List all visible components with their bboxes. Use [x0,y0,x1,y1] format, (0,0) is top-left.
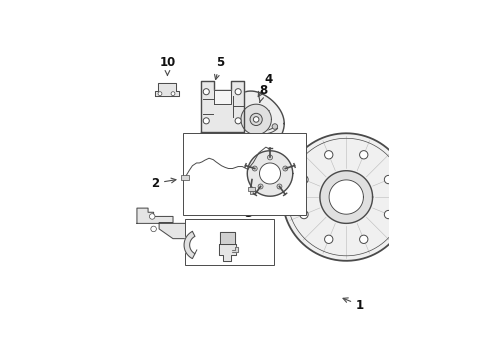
Circle shape [282,166,287,171]
Text: 4: 4 [258,73,272,96]
Circle shape [276,184,282,189]
Circle shape [384,175,392,184]
Text: 6: 6 [193,228,213,241]
Text: 10: 10 [159,56,175,75]
Text: 7: 7 [188,246,202,259]
Circle shape [150,226,156,232]
Bar [181,175,189,180]
Polygon shape [282,133,409,261]
Circle shape [299,175,307,184]
Polygon shape [241,104,271,135]
Polygon shape [247,151,292,196]
Polygon shape [220,232,234,244]
Polygon shape [200,81,243,132]
Circle shape [324,150,332,159]
Polygon shape [319,171,372,223]
Circle shape [359,150,367,159]
Circle shape [171,92,175,96]
Text: 3: 3 [242,202,251,220]
Circle shape [224,133,238,147]
Polygon shape [155,82,178,96]
Circle shape [249,113,262,126]
Circle shape [253,117,259,122]
Polygon shape [232,247,238,252]
Text: 1: 1 [343,298,364,312]
Circle shape [359,235,367,243]
Circle shape [235,118,241,124]
Circle shape [203,89,209,95]
Circle shape [271,124,277,129]
Circle shape [267,155,272,160]
Circle shape [252,166,257,171]
Text: 8: 8 [259,84,266,102]
Polygon shape [328,180,363,214]
Circle shape [324,235,332,243]
Polygon shape [227,91,284,156]
Polygon shape [137,208,198,239]
Circle shape [149,214,155,219]
Circle shape [384,210,392,219]
Polygon shape [218,244,235,261]
Text: 5: 5 [214,56,224,80]
Bar [248,187,255,191]
Circle shape [203,118,209,124]
Text: 2: 2 [151,177,176,190]
Bar [183,133,305,215]
Polygon shape [183,231,195,258]
Polygon shape [259,163,280,184]
Polygon shape [213,90,230,104]
Circle shape [258,184,263,189]
Circle shape [158,92,162,96]
Bar [185,219,274,265]
Circle shape [299,210,307,219]
Text: 9: 9 [218,198,226,216]
Circle shape [235,89,241,95]
Bar [249,191,254,194]
